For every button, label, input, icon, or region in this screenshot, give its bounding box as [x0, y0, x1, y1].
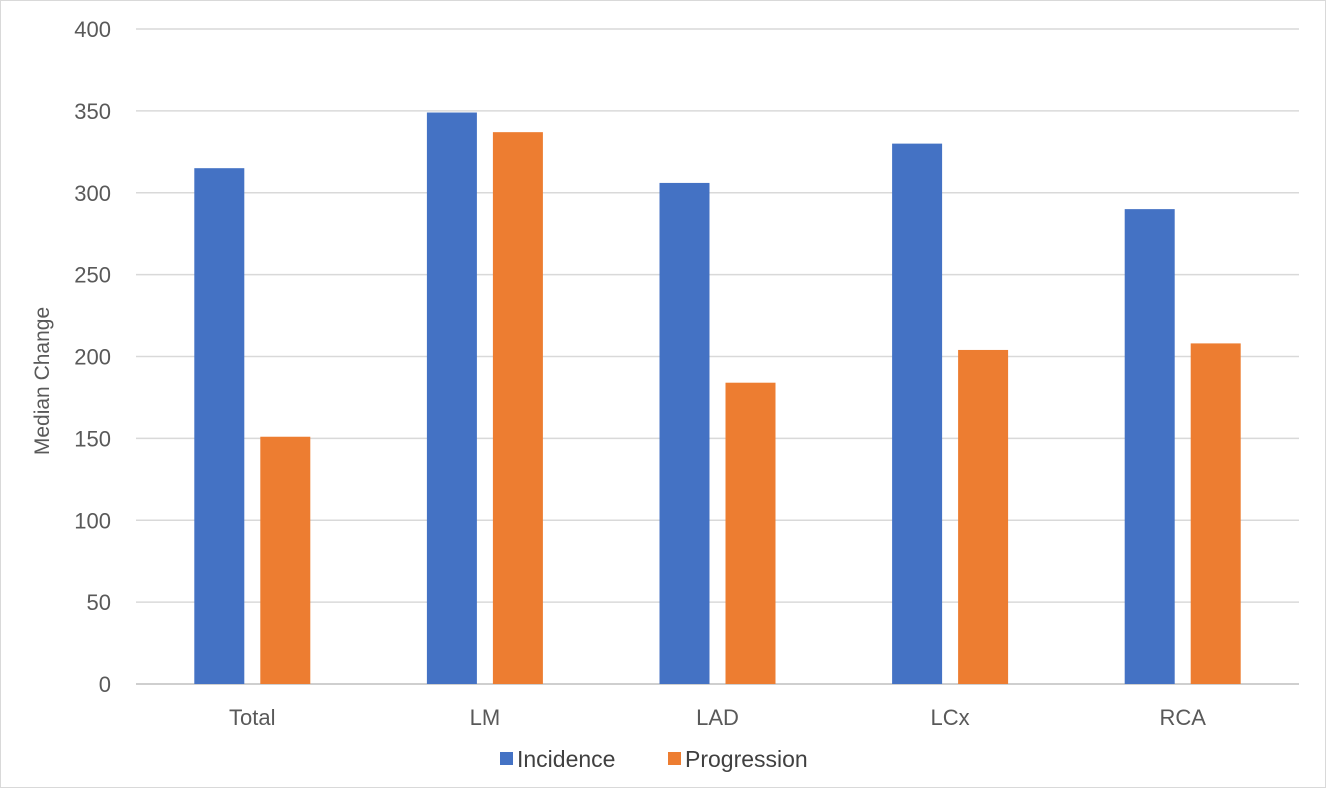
- bar-incidence-lcx: [892, 143, 943, 684]
- bars: [194, 112, 1241, 685]
- legend-swatch-incidence: [500, 752, 513, 765]
- legend-swatch-progression: [668, 752, 681, 765]
- y-tick-label: 100: [74, 508, 111, 533]
- bar-progression-lm: [492, 132, 543, 685]
- x-tick-label: RCA: [1159, 705, 1206, 730]
- x-tick-label: LCx: [931, 705, 970, 730]
- legend-label-incidence: Incidence: [517, 746, 615, 772]
- legend-label-progression: Progression: [685, 746, 808, 772]
- y-tick-label: 150: [74, 426, 111, 451]
- bar-incidence-rca: [1124, 209, 1175, 684]
- bar-incidence-lad: [659, 182, 710, 685]
- x-tick-label: Total: [229, 705, 275, 730]
- y-axis-ticks: 0 50 100 150 200 250 300 350 400: [74, 17, 111, 697]
- y-tick-label: 200: [74, 345, 111, 370]
- y-tick-label: 0: [99, 672, 111, 697]
- bar-progression-lad: [725, 382, 776, 684]
- y-tick-label: 250: [74, 263, 111, 288]
- y-axis-title: Median Change: [31, 307, 54, 455]
- y-tick-label: 350: [74, 99, 111, 124]
- x-tick-label: LAD: [696, 705, 739, 730]
- bar-incidence-lm: [426, 112, 477, 684]
- gridlines: [136, 28, 1299, 685]
- bar-progression-rca: [1190, 343, 1241, 684]
- bar-progression-lcx: [958, 349, 1009, 684]
- bar-progression-total: [260, 436, 311, 684]
- x-axis-ticks: Total LM LAD LCx RCA: [229, 705, 1206, 730]
- x-tick-label: LM: [470, 705, 501, 730]
- y-tick-label: 50: [87, 590, 111, 615]
- bar-incidence-total: [194, 168, 245, 684]
- legend: Incidence Progression: [500, 746, 808, 772]
- y-tick-label: 300: [74, 181, 111, 206]
- y-tick-label: 400: [74, 17, 111, 42]
